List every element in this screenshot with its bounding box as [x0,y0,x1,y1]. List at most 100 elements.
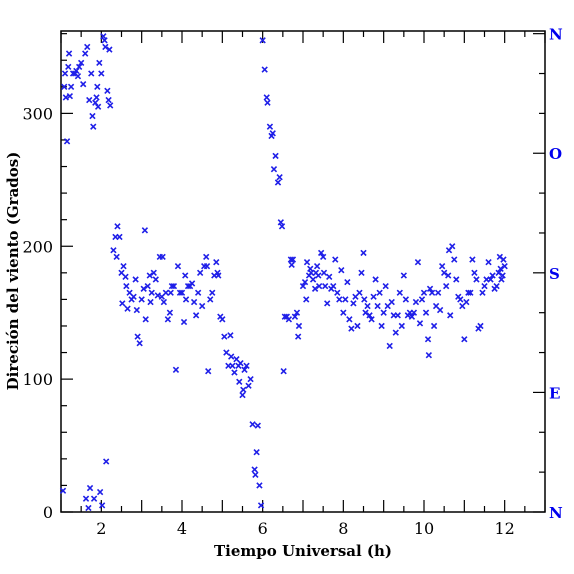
data-point [110,247,117,254]
data-point [114,223,121,230]
data-point [477,322,484,330]
data-point [493,282,500,290]
data-point [315,272,322,279]
data-point [178,289,186,296]
data-point [164,316,172,323]
data-point [461,336,468,343]
data-point [269,130,276,137]
data-point [311,285,319,292]
data-point [84,43,91,51]
data-point [336,296,343,303]
data-point [98,502,106,509]
data-point [86,484,94,492]
y-tick-label: 200 [22,237,53,256]
data-point [62,94,70,101]
data-point [287,256,295,263]
data-point [172,366,180,373]
data-point [315,282,323,290]
data-point [194,289,202,296]
data-point [148,289,155,296]
data-point [192,312,200,319]
data-point [203,263,211,270]
data-point [146,272,153,279]
data-point [272,152,279,160]
data-point [320,269,328,276]
data-point [182,272,189,279]
data-point [247,375,254,383]
data-point [422,309,430,316]
data-point [116,233,123,241]
data-point [94,83,101,90]
data-point [465,289,472,296]
data-point [102,43,109,51]
data-point [138,296,145,303]
data-point [167,289,174,296]
data-point [453,276,460,283]
data-point [88,70,95,77]
data-point [266,123,274,130]
data-point [136,340,143,347]
data-point [152,276,159,283]
x-tick-label: 6 [258,519,268,538]
data-point [65,63,72,71]
data-point [414,259,422,266]
data-point [122,273,129,280]
x-tick-label: 4 [177,519,187,538]
data-point [132,276,139,283]
data-point [366,312,373,319]
data-point [463,298,470,306]
data-point [124,305,131,312]
data-point [356,289,363,296]
data-point [113,253,120,261]
data-point [334,289,341,296]
y-tick-labels: 0 100 200 300 [22,104,53,522]
data-point [295,322,303,330]
data-point [106,46,113,53]
data-point [485,259,492,266]
data-point [96,488,104,496]
data-point [107,102,114,109]
data-point [438,263,446,270]
data-point [324,300,331,307]
data-point [257,502,265,509]
data-point [386,342,393,350]
data-point [445,272,452,279]
data-point [74,73,82,80]
data-point [288,261,295,269]
data-point [392,329,399,336]
data-point [160,298,168,306]
data-point [274,179,282,186]
data-point [380,309,387,316]
data-point [190,298,198,306]
data-point [243,362,250,370]
direction-label-o: O [549,145,562,163]
direction-label-n: N [549,26,563,44]
data-point [159,253,166,261]
data-point [416,320,424,327]
x-axis-title: Tiempo Universal (h) [214,542,392,560]
data-point [90,495,98,502]
data-point [299,282,307,290]
data-point [364,302,371,310]
data-point [85,504,92,512]
data-point [348,325,355,332]
data-point [358,269,365,276]
data-point [368,316,375,323]
data-point [188,280,196,287]
data-point [254,422,261,429]
data-point [361,296,368,303]
data-point [434,289,442,296]
data-point [285,316,293,323]
data-point [293,309,301,316]
data-point [294,333,302,340]
data-point [239,391,246,399]
data-point [209,289,216,296]
data-point [309,276,317,283]
data-point [346,316,353,323]
data-point [402,296,410,303]
y-axis-title: Direción del viento (Grados) [4,152,22,391]
data-point [307,269,315,276]
data-point [378,322,385,330]
data-point [495,269,502,276]
data-point [147,298,154,306]
